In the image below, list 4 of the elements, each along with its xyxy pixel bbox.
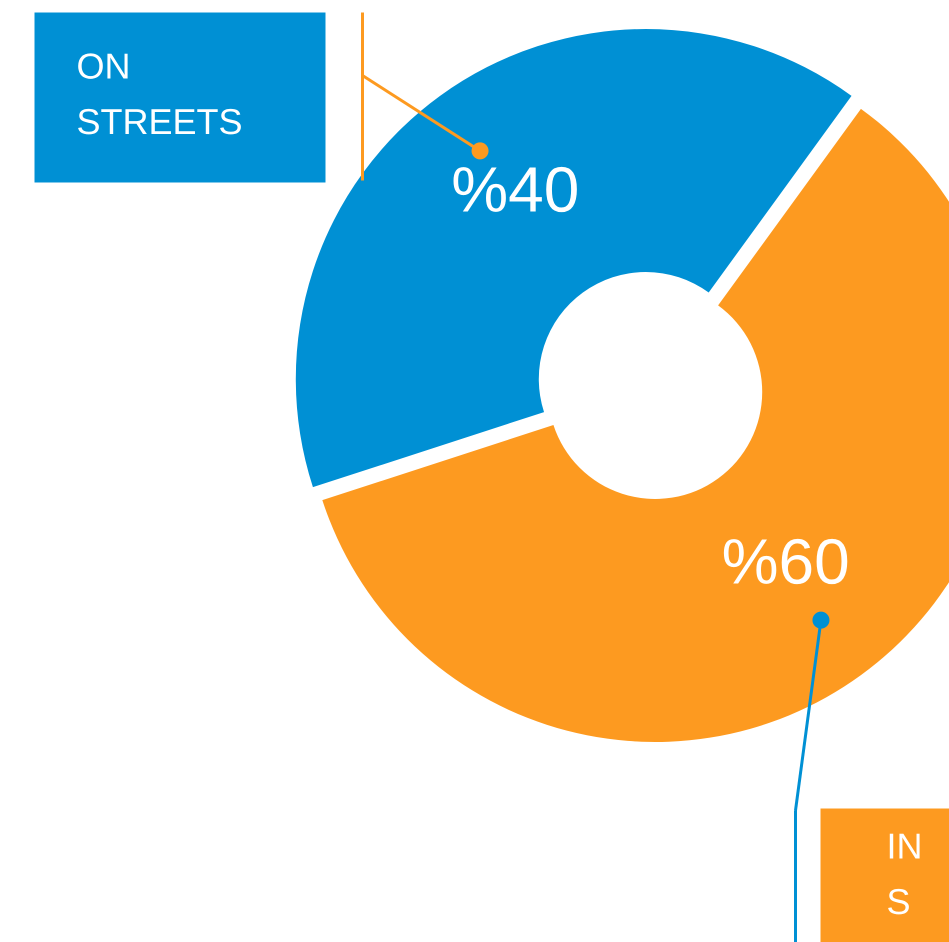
data-label: %40 — [451, 153, 580, 226]
slice-label: ON STREETS — [76, 46, 243, 142]
data-label: %60 — [722, 526, 850, 598]
slice-label: IN S — [886, 826, 922, 922]
